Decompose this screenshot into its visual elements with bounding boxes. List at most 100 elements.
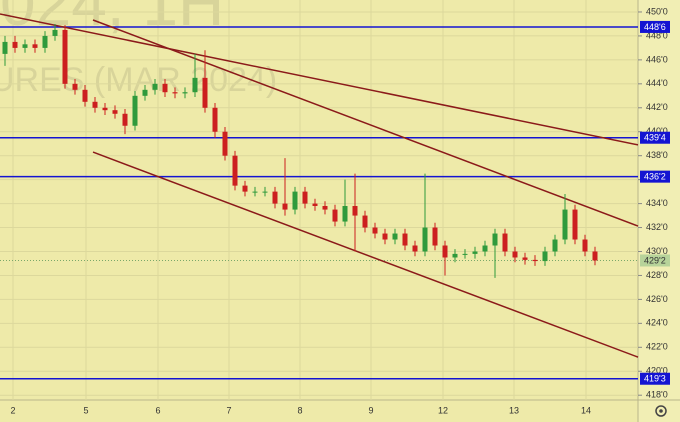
last-price-label: 429'2 — [644, 255, 666, 265]
candle-body — [172, 92, 178, 94]
level-badge — [640, 20, 670, 33]
candle-body — [442, 245, 448, 258]
x-tick-label: 14 — [581, 405, 591, 415]
watermark-text: URES (MAR 2024) — [0, 61, 277, 99]
candle-body — [372, 227, 378, 234]
price-axis-panel — [638, 0, 680, 422]
candle-body — [302, 191, 308, 204]
x-tick-label: 12 — [438, 405, 448, 415]
x-tick-label: 8 — [297, 405, 302, 415]
drawings — [0, 13, 639, 380]
candle-body — [562, 209, 568, 240]
candle-body — [572, 209, 578, 240]
candle-body — [282, 203, 288, 210]
y-tick-label: 434'0 — [646, 198, 668, 208]
candle-body — [482, 245, 488, 252]
y-tick-label: 430'0 — [646, 246, 668, 256]
level-label: 448'6 — [644, 22, 666, 32]
candle-body — [402, 233, 408, 246]
grid — [0, 0, 638, 400]
candle-body — [42, 35, 48, 48]
candle-body — [312, 203, 318, 206]
y-tick-label: 446'0 — [646, 54, 668, 64]
candle-body — [452, 253, 458, 258]
candle-body — [232, 155, 238, 186]
candle-body — [12, 41, 18, 48]
y-tick-label: 442'0 — [646, 102, 668, 112]
last-price-badge — [640, 254, 670, 267]
trend-line — [92, 19, 639, 227]
trend-line — [0, 13, 639, 146]
y-tick-label: 426'0 — [646, 294, 668, 304]
candle-body — [412, 245, 418, 252]
candle-body — [332, 209, 338, 222]
gear-center — [659, 409, 663, 413]
y-tick-label: 428'0 — [646, 270, 668, 280]
y-tick-label: 420'0 — [646, 366, 668, 376]
settings-icon[interactable] — [655, 405, 667, 417]
candle-body — [182, 92, 188, 94]
candle-body — [322, 205, 328, 210]
candle-body — [422, 227, 428, 252]
x-tick-label: 5 — [83, 405, 88, 415]
candle-body — [202, 77, 208, 108]
candle-body — [222, 131, 228, 156]
candle-body — [112, 110, 118, 114]
y-tick-label: 422'0 — [646, 342, 668, 352]
candle-body — [552, 239, 558, 252]
candle-body — [212, 107, 218, 132]
y-tick-label: 418'0 — [646, 390, 668, 400]
candle-body — [272, 191, 278, 204]
candle-body — [492, 233, 498, 246]
candle-body — [352, 205, 358, 216]
candle-body — [342, 205, 348, 222]
y-tick-label: 448'0 — [646, 30, 668, 40]
candle-body — [262, 191, 268, 193]
candle-body — [292, 191, 298, 210]
level-badge — [640, 131, 670, 144]
y-tick-label: 440'0 — [646, 126, 668, 136]
candle-body — [242, 185, 248, 192]
candle-body — [52, 29, 58, 36]
candle-body — [532, 259, 538, 262]
y-tick-label: 450'0 — [646, 6, 668, 16]
candle-body — [102, 107, 108, 111]
x-tick-label: 2 — [10, 405, 15, 415]
candle-body — [152, 83, 158, 90]
candle-body — [122, 113, 128, 126]
y-tick-label: 444'0 — [646, 78, 668, 88]
candle-body — [392, 233, 398, 240]
candle-body — [592, 251, 598, 261]
x-tick-label: 9 — [368, 405, 373, 415]
x-tick-label: 6 — [155, 405, 160, 415]
watermark-text: 024, 1H — [0, 0, 224, 39]
candle-body — [132, 95, 138, 126]
candle-body — [582, 239, 588, 252]
candle-body — [252, 191, 258, 193]
candle-body — [32, 44, 38, 48]
candle-body — [472, 251, 478, 254]
trend-line — [92, 151, 639, 358]
candles — [2, 23, 598, 278]
candle-body — [82, 89, 88, 102]
axes: 418'0 420'0 422'0 424'0 426'0 428'0 430'0 432'0… — [10, 6, 670, 415]
level-label: 419'3 — [644, 374, 666, 384]
candle-body — [142, 89, 148, 96]
candle-body — [382, 233, 388, 240]
y-tick-label: 438'0 — [646, 150, 668, 160]
candle-body — [22, 44, 28, 48]
level-label: 439'4 — [644, 133, 666, 143]
candle-body — [162, 83, 168, 93]
watermark: 024, 1H URES (MAR 2024) — [0, 0, 277, 99]
x-tick-label: 13 — [509, 405, 519, 415]
level-badge — [640, 372, 670, 385]
candle-body — [522, 257, 528, 260]
candle-body — [62, 29, 68, 84]
candle-body — [72, 83, 78, 90]
candle-body — [362, 215, 368, 228]
y-tick-label: 432'0 — [646, 222, 668, 232]
x-tick-label: 7 — [226, 405, 231, 415]
gear[interactable] — [655, 405, 667, 417]
